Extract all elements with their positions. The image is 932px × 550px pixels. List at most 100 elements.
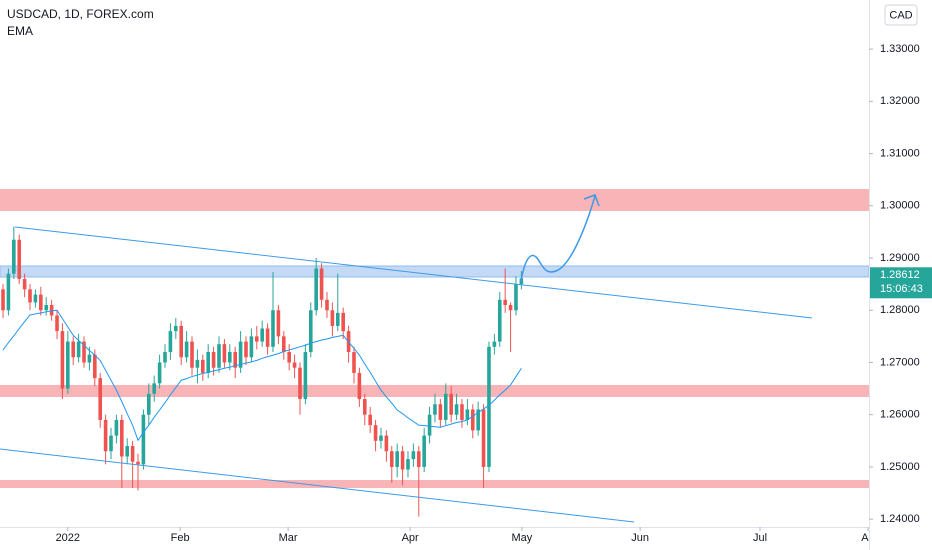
candle-body xyxy=(244,341,248,358)
candle-body xyxy=(454,404,459,415)
y-tick-label: 1.27000 xyxy=(880,356,920,368)
y-tick-label: 1.26000 xyxy=(880,409,920,421)
candle-body xyxy=(49,305,54,316)
candle-body xyxy=(1,289,5,311)
x-tick-label: Mar xyxy=(279,532,298,544)
candle-body xyxy=(400,451,405,470)
candle-body xyxy=(28,289,32,303)
candle-body xyxy=(17,239,22,279)
candle-body xyxy=(481,409,486,467)
candle-body xyxy=(157,362,162,384)
y-tick-label: 1.25000 xyxy=(880,461,920,473)
candle-body xyxy=(476,409,480,431)
candle-body xyxy=(141,414,146,465)
candle-body xyxy=(497,299,502,342)
candle-body xyxy=(33,294,38,303)
y-tick-label: 1.24000 xyxy=(880,513,920,525)
candle-body xyxy=(44,305,49,311)
x-tick-label: Apr xyxy=(402,532,419,544)
candle-body xyxy=(470,409,475,431)
candle-body xyxy=(76,341,81,358)
candle-body xyxy=(352,352,356,373)
candle-body xyxy=(433,404,437,415)
ema-line xyxy=(2,309,522,442)
candle-body xyxy=(6,273,11,311)
breakout-zone xyxy=(0,265,869,278)
candle-body xyxy=(60,331,65,389)
candle-body xyxy=(487,346,491,467)
candle-body xyxy=(438,404,443,420)
candle-body xyxy=(190,341,194,368)
candle-body xyxy=(184,341,189,358)
candle-body xyxy=(87,354,92,363)
candle-body xyxy=(335,312,340,326)
candle-body xyxy=(492,341,497,347)
candle-body xyxy=(103,419,108,452)
candle-body xyxy=(222,344,227,363)
candle-body xyxy=(174,325,178,332)
currency: CAD xyxy=(889,9,912,21)
candle-body xyxy=(368,414,372,426)
last-price-box xyxy=(870,267,932,299)
candle-body xyxy=(308,310,313,353)
trendline xyxy=(0,448,635,523)
y-tick-label: 1.32000 xyxy=(880,95,920,107)
candle-body xyxy=(66,341,70,389)
chart-title: USDCAD, 1D, FOREX.com xyxy=(7,7,154,21)
candle-body xyxy=(12,239,16,274)
candle-body xyxy=(217,344,221,368)
candle-body xyxy=(227,352,232,363)
candle-body xyxy=(238,341,243,368)
x-tick-label: Au xyxy=(861,532,874,544)
candle-body xyxy=(136,461,140,465)
time-axis: 2022 Feb Mar Apr May Jun Jul Au xyxy=(56,527,874,544)
candle-body xyxy=(82,341,86,363)
candle-body xyxy=(163,352,167,363)
candle-body xyxy=(98,378,103,420)
candle-body xyxy=(265,328,270,347)
candle-body xyxy=(260,328,264,342)
candle-body xyxy=(55,315,59,332)
candle-body xyxy=(71,341,76,358)
x-tick-label: May xyxy=(512,532,533,544)
candle-body xyxy=(292,362,297,368)
candle-body xyxy=(195,359,200,368)
candle-body xyxy=(109,435,113,452)
price-axis: 1.24000 1.25000 1.26000 1.27000 1.28000 1.290… xyxy=(869,43,932,525)
candle-body xyxy=(147,393,151,415)
candle-body xyxy=(362,399,367,415)
candle-body xyxy=(325,299,329,311)
y-tick-label: 1.31000 xyxy=(880,147,920,159)
y-tick-label: 1.28000 xyxy=(880,304,920,316)
candle-body xyxy=(319,268,324,300)
candle-body xyxy=(357,372,362,400)
candle-body xyxy=(281,336,286,353)
trendline xyxy=(14,226,813,319)
candle-body xyxy=(22,278,27,290)
candle-body xyxy=(200,359,205,373)
candle-body xyxy=(443,393,448,420)
candle-body xyxy=(211,352,216,368)
candle-body xyxy=(508,305,513,311)
bar-countdown: 15:06:43 xyxy=(880,283,923,295)
last-price-label: 1.28612 xyxy=(880,269,920,281)
indicator-legend: EMA xyxy=(7,24,33,38)
candle-body xyxy=(314,268,318,311)
candle-body xyxy=(93,354,97,379)
y-tick-label: 1.33000 xyxy=(880,43,920,55)
candle-body xyxy=(276,310,281,337)
candle-body xyxy=(303,352,308,400)
candle-body xyxy=(152,383,157,394)
candle-body xyxy=(411,451,416,460)
candle-body xyxy=(130,446,135,462)
candle-body xyxy=(449,393,453,415)
candle-body xyxy=(379,435,383,441)
y-tick-label: 1.29000 xyxy=(880,252,920,264)
candle-body xyxy=(125,446,130,457)
support-zone xyxy=(0,385,869,397)
candle-body xyxy=(206,352,210,373)
candle-body xyxy=(271,310,275,347)
support-zone xyxy=(0,480,869,488)
projection-arrow xyxy=(520,195,596,283)
resistance-zone xyxy=(0,189,869,211)
